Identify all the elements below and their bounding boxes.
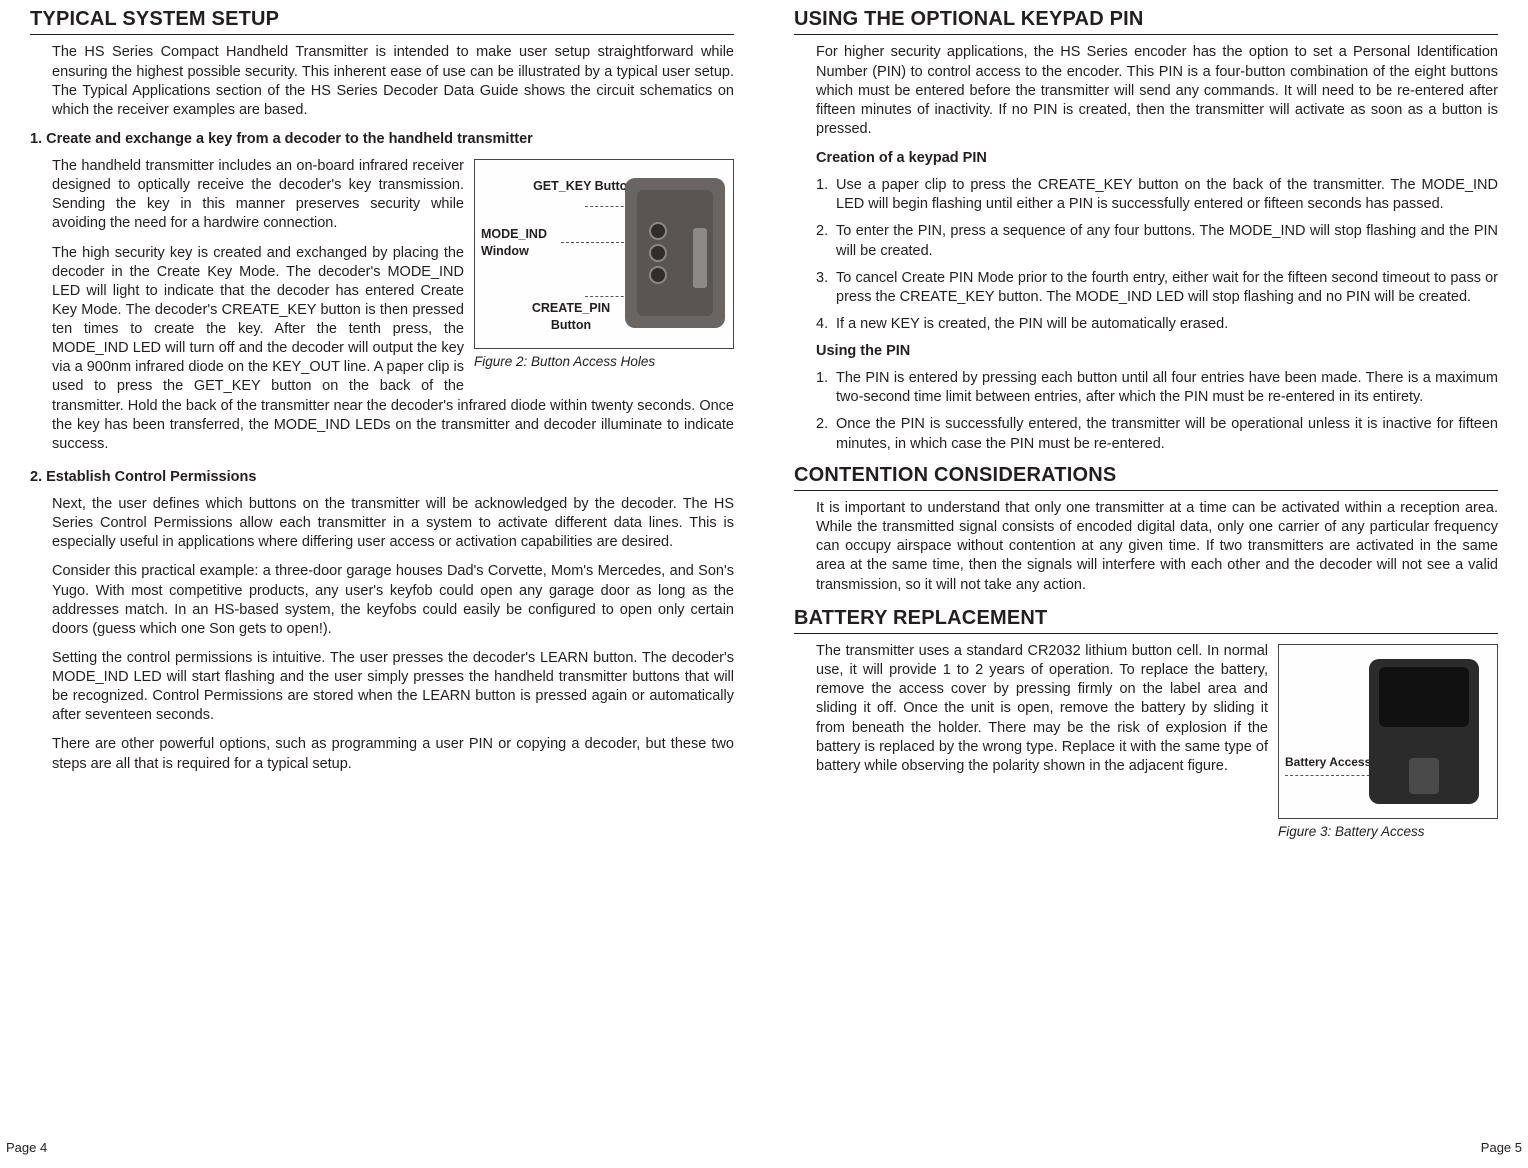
- c1-text: Use a paper clip to press the CREATE_KEY…: [836, 177, 1498, 212]
- section-title-contention: CONTENTION CONSIDERATIONS: [794, 462, 1498, 491]
- section-title-setup: TYPICAL SYSTEM SETUP: [30, 6, 734, 35]
- pin-intro: For higher security applications, the HS…: [816, 43, 1498, 139]
- figure2-caption: Figure 2: Button Access Holes: [474, 353, 734, 371]
- p4: Consider this practical example: a three…: [52, 562, 734, 639]
- figure-3: Battery Access Figure 3: Battery Access: [1278, 644, 1498, 841]
- contention-para: It is important to understand that only …: [816, 499, 1498, 595]
- getkey-label: GET_KEY Button: [529, 178, 639, 195]
- step1-heading: 1. Create and exchange a key from a deco…: [30, 130, 734, 149]
- step2-heading: 2. Establish Control Permissions: [30, 468, 734, 487]
- battery-access-label: Battery Access: [1285, 755, 1375, 771]
- use-pin-head: Using the PIN: [816, 342, 1498, 361]
- create-pin-1: 1.Use a paper clip to press the CREATE_K…: [816, 176, 1498, 214]
- c3-text: To cancel Create PIN Mode prior to the f…: [836, 270, 1498, 305]
- create-pin-3: 3.To cancel Create PIN Mode prior to the…: [816, 269, 1498, 307]
- modeind-label: MODE_IND Window: [481, 226, 563, 259]
- left-column: TYPICAL SYSTEM SETUP The HS Series Compa…: [30, 6, 734, 849]
- u1-text: The PIN is entered by pressing each butt…: [836, 370, 1498, 405]
- right-column: USING THE OPTIONAL KEYPAD PIN For higher…: [794, 6, 1498, 849]
- section-title-battery: BATTERY REPLACEMENT: [794, 605, 1498, 634]
- battery-device-illustration: [1369, 659, 1479, 804]
- page-number-left: Page 4: [6, 1139, 47, 1156]
- c2-text: To enter the PIN, press a sequence of an…: [836, 223, 1498, 258]
- create-pin-4: 4.If a new KEY is created, the PIN will …: [816, 315, 1498, 334]
- figure-2: GET_KEY Button MODE_IND Window CREATE_PI…: [474, 159, 734, 371]
- p5: Setting the control permissions is intui…: [52, 649, 734, 726]
- device-illustration: [625, 178, 725, 328]
- create-pin-head: Creation of a keypad PIN: [816, 149, 1498, 168]
- c4-text: If a new KEY is created, the PIN will be…: [836, 316, 1228, 332]
- p6: There are other powerful options, such a…: [52, 735, 734, 773]
- figure3-caption: Figure 3: Battery Access: [1278, 823, 1498, 841]
- create-pin-2: 2.To enter the PIN, press a sequence of …: [816, 222, 1498, 260]
- p3: Next, the user defines which buttons on …: [52, 495, 734, 552]
- use-pin-1: 1.The PIN is entered by pressing each bu…: [816, 369, 1498, 407]
- page-number-right: Page 5: [1481, 1139, 1522, 1156]
- u2-text: Once the PIN is successfully entered, th…: [836, 416, 1498, 451]
- createpin-label: CREATE_PIN Button: [521, 300, 621, 333]
- section-title-pin: USING THE OPTIONAL KEYPAD PIN: [794, 6, 1498, 35]
- intro-para: The HS Series Compact Handheld Transmitt…: [52, 43, 734, 120]
- use-pin-2: 2.Once the PIN is successfully entered, …: [816, 415, 1498, 453]
